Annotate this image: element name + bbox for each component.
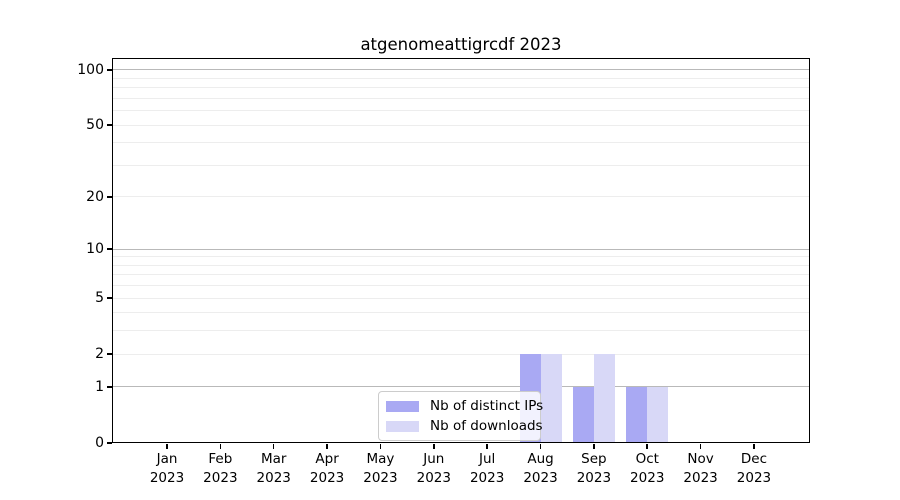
plot-area: [112, 58, 810, 443]
x-tick: [699, 444, 702, 449]
x-tick-month: Mar: [260, 451, 287, 467]
x-tick-label: Mar 2023: [234, 450, 314, 488]
x-tick: [486, 444, 488, 449]
gridline-minor: [113, 312, 809, 314]
x-tick-year: 2023: [469, 470, 505, 486]
legend-item-distinct-ips: Nb of distinct IPs: [386, 398, 543, 415]
x-tick-month: May: [366, 451, 395, 467]
y-tick: [107, 124, 112, 126]
x-tick-year: 2023: [576, 470, 612, 486]
y-tick: [107, 69, 112, 71]
x-tick-label: Sep 2023: [554, 450, 634, 488]
x-tick-month: Dec: [740, 451, 768, 467]
x-tick: [646, 444, 648, 449]
x-tick-label: Jun 2023: [394, 450, 474, 488]
x-tick-month: Jun: [423, 451, 445, 467]
legend-swatch-downloads: [386, 421, 419, 432]
x-tick-month: Feb: [208, 451, 233, 467]
gridline-minor: [113, 87, 809, 89]
legend: Nb of distinct IPs Nb of downloads: [378, 391, 543, 441]
x-tick-label: Nov 2023: [661, 450, 741, 488]
gridline-minor: [113, 142, 809, 144]
bar-downloads: [647, 386, 669, 443]
gridline-minor: [113, 196, 809, 198]
bar-downloads: [593, 354, 615, 443]
x-tick-label: Oct 2023: [607, 450, 687, 488]
gridline-minor: [113, 124, 809, 126]
x-tick-year: 2023: [149, 470, 185, 486]
y-tick-label: 0: [95, 435, 104, 451]
x-tick-month: Apr: [315, 451, 339, 467]
x-tick-year: 2023: [256, 470, 291, 486]
y-tick: [107, 196, 112, 198]
x-tick-year: 2023: [309, 470, 345, 486]
gridline-minor: [113, 97, 809, 99]
x-tick: [593, 444, 595, 449]
x-tick: [753, 444, 755, 449]
x-tick: [379, 444, 382, 449]
gridline-minor: [113, 264, 809, 266]
y-tick-label: 50: [86, 117, 104, 134]
bar-downloads: [540, 354, 562, 443]
x-tick-year: 2023: [630, 470, 665, 486]
legend-label-distinct-ips: Nb of distinct IPs: [430, 398, 544, 414]
y-tick: [107, 297, 112, 299]
x-tick-month: Nov: [687, 451, 714, 467]
x-tick: [539, 444, 542, 449]
gridline-minor: [113, 164, 809, 166]
x-tick-label: May 2023: [340, 450, 420, 488]
gridline-major: [113, 248, 809, 250]
gridline-minor: [113, 353, 809, 355]
chart-title: atgenomeattigrcdf 2023: [360, 35, 562, 54]
gridline-minor: [113, 110, 809, 112]
gridline-major: [113, 69, 809, 71]
x-tick-year: 2023: [523, 470, 558, 486]
y-tick: [107, 353, 112, 355]
x-tick-year: 2023: [203, 470, 238, 486]
y-tick-label: 1: [95, 378, 104, 395]
x-tick: [326, 444, 328, 449]
y-tick-label: 10: [86, 241, 104, 258]
gridline-major: [113, 386, 809, 388]
gridline-minor: [113, 77, 809, 79]
x-tick-label: Aug 2023: [501, 450, 581, 488]
x-tick-year: 2023: [683, 470, 718, 486]
legend-label-downloads: Nb of downloads: [430, 418, 543, 434]
x-tick-month: Sep: [581, 451, 607, 467]
x-tick-label: Apr 2023: [287, 450, 367, 488]
y-tick-label: 20: [86, 188, 104, 205]
bar-distinct-ips: [572, 386, 594, 443]
x-tick-year: 2023: [736, 470, 772, 486]
x-tick: [166, 444, 168, 449]
y-tick-label: 5: [95, 290, 104, 307]
x-tick-year: 2023: [416, 470, 451, 486]
x-tick-label: Feb 2023: [180, 450, 260, 488]
gridline-minor: [113, 256, 809, 258]
x-tick-month: Jan: [156, 451, 178, 467]
y-tick: [107, 386, 112, 388]
x-tick-month: Oct: [635, 451, 659, 467]
x-tick: [272, 444, 275, 449]
x-tick-month: Jul: [479, 451, 496, 467]
gridline-minor: [113, 297, 809, 299]
gridline-minor: [113, 285, 809, 287]
legend-item-downloads: Nb of downloads: [386, 418, 543, 435]
y-tick-label: 2: [95, 346, 104, 363]
x-tick-label: Jul 2023: [447, 450, 527, 488]
gridline-minor: [113, 274, 809, 276]
y-tick: [107, 248, 112, 250]
bar-distinct-ips: [626, 386, 648, 443]
x-tick-month: Aug: [527, 451, 554, 467]
x-tick-label: Jan 2023: [127, 450, 207, 488]
gridline-minor: [113, 330, 809, 332]
y-tick: [107, 442, 112, 444]
legend-swatch-distinct-ips: [386, 401, 419, 412]
x-tick: [219, 444, 222, 449]
x-tick: [433, 444, 435, 449]
y-tick-label: 100: [77, 61, 104, 78]
x-tick-label: Dec 2023: [714, 450, 794, 488]
x-tick-year: 2023: [363, 470, 398, 486]
